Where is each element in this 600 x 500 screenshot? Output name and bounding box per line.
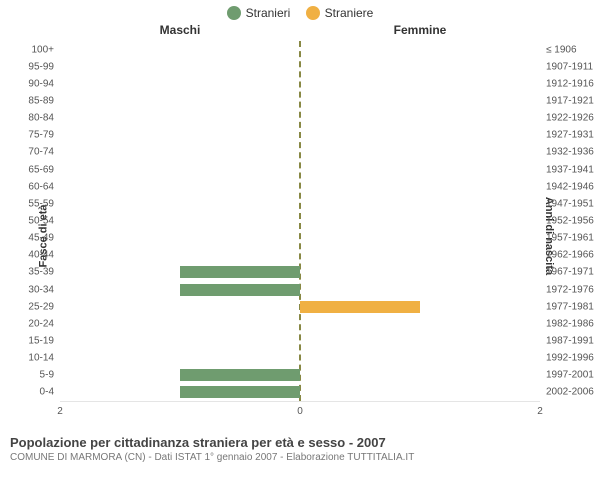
birth-tick: ≤ 1906 (546, 44, 577, 55)
table-row: 55-591947-1951 (60, 195, 540, 212)
birth-tick: 1997-2001 (546, 370, 594, 381)
age-tick: 15-19 (28, 335, 54, 346)
age-tick: 100+ (31, 44, 54, 55)
table-row: 95-991907-1911 (60, 58, 540, 75)
age-tick: 35-39 (28, 267, 54, 278)
chart-area: Fasce di età Anni di nascita 100+≤ 19069… (60, 41, 540, 431)
age-tick: 30-34 (28, 284, 54, 295)
header-male: Maschi (160, 23, 201, 37)
table-row: 35-391967-1971 (60, 264, 540, 281)
bar-male (180, 386, 300, 398)
table-row: 5-91997-2001 (60, 367, 540, 384)
legend-item-male: Stranieri (227, 6, 291, 20)
birth-tick: 1977-1981 (546, 301, 594, 312)
bar-male (180, 284, 300, 296)
table-row: 15-191987-1991 (60, 332, 540, 349)
table-row: 90-941912-1916 (60, 75, 540, 92)
birth-tick: 1957-1961 (546, 233, 594, 244)
age-tick: 65-69 (28, 164, 54, 175)
table-row: 70-741932-1936 (60, 144, 540, 161)
birth-tick: 1912-1916 (546, 78, 594, 89)
legend-label-male: Stranieri (246, 6, 291, 20)
bar-female (300, 301, 420, 313)
table-row: 50-541952-1956 (60, 212, 540, 229)
table-row: 60-641942-1946 (60, 178, 540, 195)
age-tick: 10-14 (28, 353, 54, 364)
table-row: 0-42002-2006 (60, 384, 540, 401)
chart-footer: Popolazione per cittadinanza straniera p… (0, 435, 600, 463)
age-tick: 25-29 (28, 301, 54, 312)
age-tick: 95-99 (28, 61, 54, 72)
table-row: 20-241982-1986 (60, 315, 540, 332)
birth-tick: 1907-1911 (546, 61, 593, 72)
table-row: 10-141992-1996 (60, 350, 540, 367)
birth-tick: 1987-1991 (546, 335, 594, 346)
x-tick: 0 (297, 406, 303, 417)
legend-item-female: Straniere (306, 6, 374, 20)
x-tick: 2 (537, 406, 543, 417)
age-tick: 60-64 (28, 181, 54, 192)
birth-tick: 1962-1966 (546, 250, 594, 261)
age-tick: 5-9 (40, 370, 54, 381)
birth-tick: 1917-1921 (546, 95, 594, 106)
legend: Stranieri Straniere (0, 0, 600, 23)
chart-container: Stranieri Straniere Maschi Femmine Fasce… (0, 0, 600, 500)
birth-tick: 1972-1976 (546, 284, 594, 295)
legend-swatch-female (306, 6, 320, 20)
table-row: 75-791927-1931 (60, 127, 540, 144)
table-row: 30-341972-1976 (60, 281, 540, 298)
table-row: 40-441962-1966 (60, 247, 540, 264)
birth-tick: 2002-2006 (546, 387, 594, 398)
age-tick: 40-44 (28, 250, 54, 261)
birth-tick: 1947-1951 (546, 198, 594, 209)
birth-tick: 1922-1926 (546, 113, 594, 124)
age-tick: 20-24 (28, 318, 54, 329)
table-row: 85-891917-1921 (60, 92, 540, 109)
birth-tick: 1932-1936 (546, 147, 594, 158)
x-tick: 2 (57, 406, 63, 417)
birth-tick: 1967-1971 (546, 267, 594, 278)
age-tick: 80-84 (28, 113, 54, 124)
age-tick: 75-79 (28, 130, 54, 141)
age-tick: 90-94 (28, 78, 54, 89)
birth-tick: 1927-1931 (546, 130, 594, 141)
table-row: 45-491957-1961 (60, 230, 540, 247)
age-tick: 55-59 (28, 198, 54, 209)
birth-tick: 1992-1996 (546, 353, 594, 364)
age-tick: 70-74 (28, 147, 54, 158)
table-row: 100+≤ 1906 (60, 41, 540, 58)
table-row: 65-691937-1941 (60, 161, 540, 178)
birth-tick: 1942-1946 (546, 181, 594, 192)
chart-title: Popolazione per cittadinanza straniera p… (10, 435, 590, 450)
age-tick: 0-4 (40, 387, 54, 398)
bar-male (180, 369, 300, 381)
legend-swatch-male (227, 6, 241, 20)
legend-label-female: Straniere (325, 6, 374, 20)
column-headers: Maschi Femmine (0, 23, 600, 41)
table-row: 25-291977-1981 (60, 298, 540, 315)
birth-tick: 1937-1941 (546, 164, 594, 175)
chart-subtitle: COMUNE DI MARMORA (CN) - Dati ISTAT 1° g… (10, 452, 590, 463)
x-axis: 2 0 2 (60, 402, 540, 426)
age-tick: 50-54 (28, 215, 54, 226)
bar-male (180, 266, 300, 278)
age-tick: 45-49 (28, 233, 54, 244)
header-female: Femmine (394, 23, 447, 37)
table-row: 80-841922-1926 (60, 110, 540, 127)
age-tick: 85-89 (28, 95, 54, 106)
birth-tick: 1952-1956 (546, 215, 594, 226)
birth-tick: 1982-1986 (546, 318, 594, 329)
plot-rows: 100+≤ 190695-991907-191190-941912-191685… (60, 41, 540, 402)
